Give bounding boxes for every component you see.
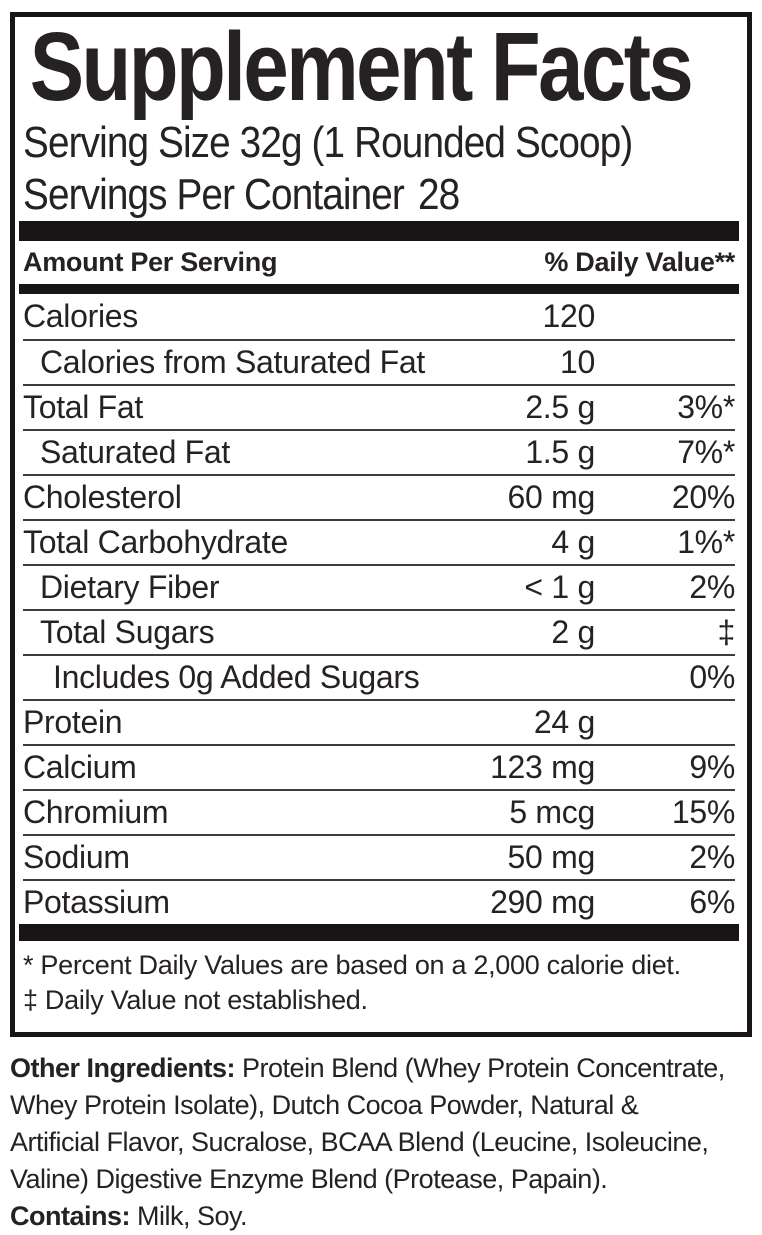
other-ingredients-text-1: Protein Blend (Whey Protein Concentrate, [235, 1053, 725, 1083]
contains-text: Milk, Soy. [130, 1201, 248, 1231]
row-sodium: Sodium 50 mg 2% [23, 834, 735, 879]
other-ingredients-line-2: Whey Protein Isolate), Dutch Cocoa Powde… [10, 1090, 639, 1120]
nutrient-name: Total Fat [23, 389, 144, 425]
footnote-daily-value-not-established: ‡ Daily Value not established. [23, 985, 368, 1015]
other-ingredients-line-3: Artificial Flavor, Sucralose, BCAA Blend… [10, 1127, 709, 1157]
supplement-facts-panel: Supplement Facts Serving Size 32g (1 Rou… [10, 12, 752, 1037]
nutrient-amount: 1.5 g [525, 434, 595, 470]
divider-bar-top [19, 221, 739, 241]
nutrient-daily-value: 2% [689, 839, 735, 875]
servings-per-container-label: Servings Per Container [23, 170, 405, 219]
nutrient-amount: < 1 g [524, 569, 595, 605]
row-protein: Protein 24 g [23, 699, 735, 744]
row-calories-from-saturated-fat: Calories from Saturated Fat 10 [23, 339, 735, 384]
nutrient-daily-value: ‡ [717, 614, 736, 650]
daily-value-header: % Daily Value** [544, 247, 735, 277]
row-calories: Calories 120 [23, 294, 735, 339]
nutrient-name: Cholesterol [23, 479, 182, 515]
nutrient-name: Chromium [23, 794, 169, 830]
row-potassium: Potassium 290 mg 6% [23, 879, 735, 924]
nutrient-daily-value: 9% [689, 749, 735, 785]
row-dietary-fiber: Dietary Fiber < 1 g 2% [23, 564, 735, 609]
nutrient-name: Potassium [23, 884, 170, 920]
row-total-fat: Total Fat 2.5 g 3%* [23, 384, 735, 429]
nutrient-daily-value: 1%* [677, 524, 735, 560]
nutrient-amount: 24 g [533, 704, 595, 740]
nutrient-amount: 60 mg [507, 479, 596, 515]
contains-line: Contains: Milk, Soy. [10, 1198, 752, 1235]
nutrient-name: Calories from Saturated Fat [40, 344, 425, 380]
footnotes: * Percent Daily Values are based on a 2,… [23, 948, 735, 1018]
nutrient-amount: 5 mcg [509, 794, 595, 830]
nutrient-daily-value: 2% [689, 569, 735, 605]
other-ingredients-line-1: Other Ingredients: Protein Blend (Whey P… [10, 1050, 752, 1087]
nutrient-name: Calories [23, 298, 138, 334]
row-saturated-fat: Saturated Fat 1.5 g 7%* [23, 429, 735, 474]
row-calcium: Calcium 123 mg 9% [23, 744, 735, 789]
nutrient-amount: 10 [560, 344, 595, 380]
nutrient-name: Sodium [23, 839, 130, 875]
row-total-sugars: Total Sugars 2 g ‡ [23, 609, 735, 654]
servings-per-container: Servings Per Container 28 [23, 169, 650, 221]
nutrient-name: Includes 0g Added Sugars [53, 659, 420, 695]
nutrient-amount: 123 mg [490, 749, 595, 785]
nutrient-amount: 120 [542, 298, 596, 334]
contains-label: Contains: [10, 1201, 131, 1231]
amount-per-serving-header: Amount Per Serving [23, 247, 278, 277]
nutrient-name: Calcium [23, 749, 137, 785]
panel-title: Supplement Facts [29, 12, 694, 121]
nutrient-name: Total Carbohydrate [23, 524, 288, 560]
nutrient-amount: 4 g [551, 524, 595, 560]
nutrient-name: Protein [23, 704, 123, 740]
nutrient-table: Calories 120 Calories from Saturated Fat… [23, 294, 735, 924]
divider-bar-bottom [19, 924, 739, 941]
nutrient-name: Saturated Fat [40, 434, 230, 470]
nutrient-name: Dietary Fiber [40, 569, 220, 605]
nutrient-daily-value: 3%* [677, 389, 735, 425]
nutrient-amount: 2 g [551, 614, 595, 650]
row-added-sugars: Includes 0g Added Sugars 0% [23, 654, 735, 699]
nutrient-amount: 50 mg [507, 839, 596, 875]
ingredients-section: Other Ingredients: Protein Blend (Whey P… [10, 1050, 752, 1235]
nutrient-daily-value: 7%* [677, 434, 735, 470]
nutrient-amount: 2.5 g [525, 389, 595, 425]
row-cholesterol: Cholesterol 60 mg 20% [23, 474, 735, 519]
divider-bar-header [19, 284, 739, 294]
nutrient-daily-value: 20% [671, 479, 735, 515]
nutrient-daily-value: 15% [671, 794, 735, 830]
other-ingredients-label: Other Ingredients: [10, 1053, 236, 1083]
servings-per-container-value: 28 [418, 170, 460, 219]
nutrient-daily-value: 0% [689, 659, 735, 695]
row-total-carbohydrate: Total Carbohydrate 4 g 1%* [23, 519, 735, 564]
other-ingredients-line-4: Valine) Digestive Enzyme Blend (Protease… [10, 1164, 608, 1194]
nutrient-daily-value: 6% [689, 884, 735, 920]
footnote-percent-daily-values: * Percent Daily Values are based on a 2,… [23, 950, 681, 980]
row-chromium: Chromium 5 mcg 15% [23, 789, 735, 834]
table-header-row: Amount Per Serving % Daily Value** [23, 241, 735, 284]
nutrient-amount: 290 mg [490, 884, 595, 920]
serving-size: Serving Size 32g (1 Rounded Scoop) [23, 118, 633, 167]
supplement-label-page: Supplement Facts Serving Size 32g (1 Rou… [0, 12, 762, 1235]
nutrient-name: Total Sugars [40, 614, 215, 650]
